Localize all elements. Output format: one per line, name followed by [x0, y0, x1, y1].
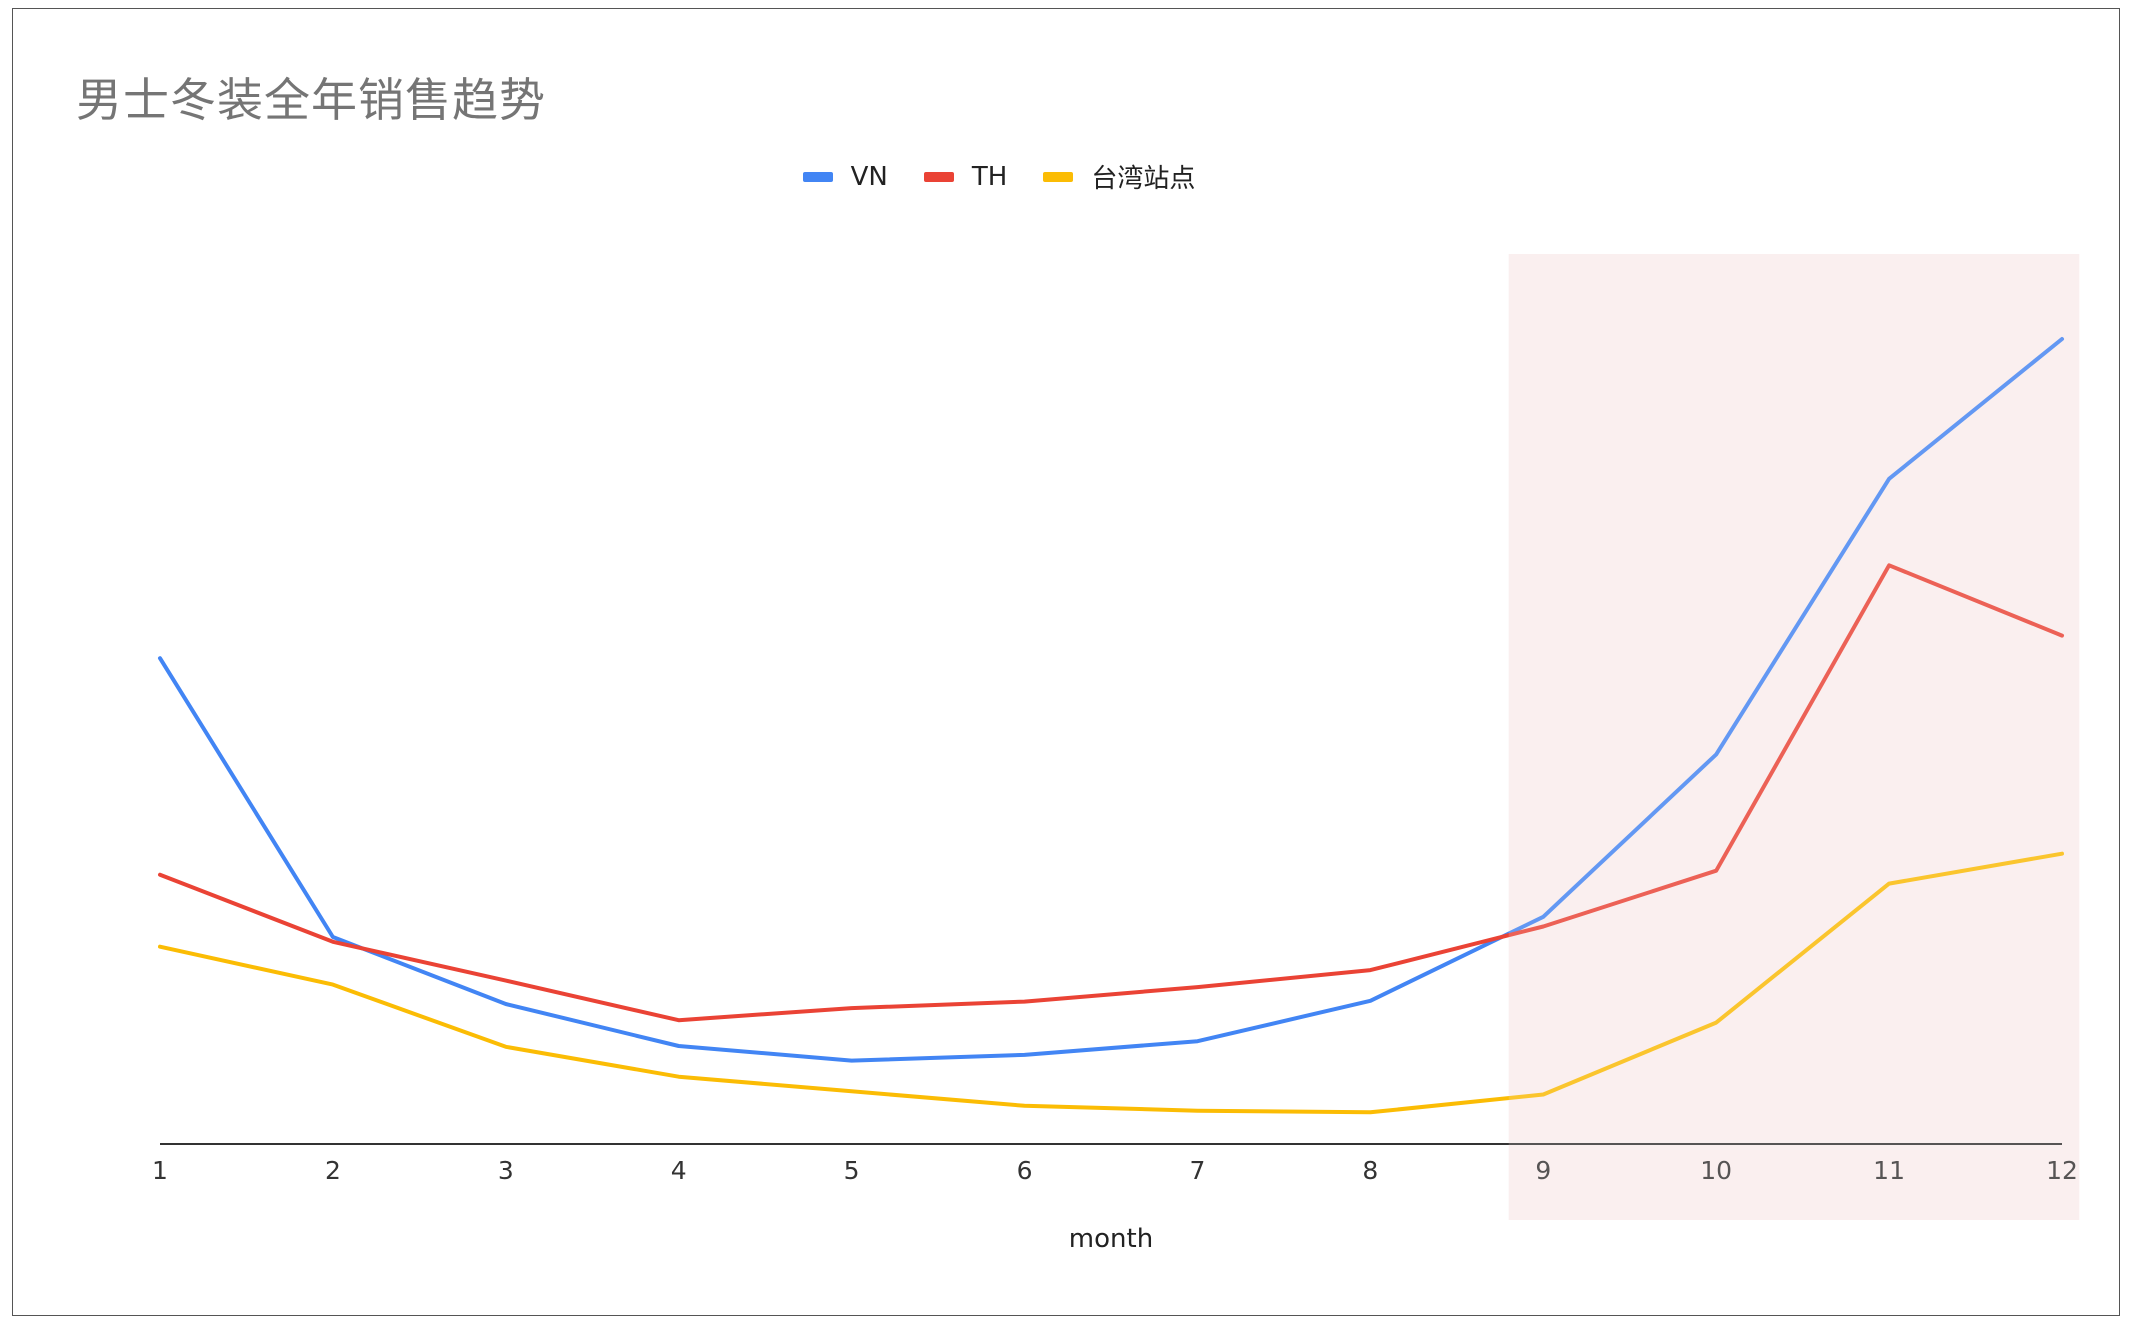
legend-label-th: TH	[971, 161, 1008, 192]
series-line-0	[158, 337, 2064, 1063]
chart-title: 男士冬装全年销售趋势	[76, 73, 546, 127]
legend-item-vn[interactable]: VN	[802, 158, 888, 195]
x-tick-label: 7	[1190, 1156, 1206, 1185]
legend-swatch-th	[923, 171, 954, 182]
series-line-2	[158, 851, 2064, 1115]
legend-label-tw: 台湾站点	[1091, 164, 1196, 194]
x-tick-label: 12	[2046, 1156, 2078, 1185]
x-tick-label: 11	[1873, 1156, 1905, 1185]
x-tick-label: 2	[325, 1156, 341, 1185]
legend-label-vn: VN	[850, 161, 888, 192]
legend-item-th[interactable]: TH	[923, 158, 1008, 195]
x-tick-label: 4	[671, 1156, 687, 1185]
legend: VN TH 台湾站点	[0, 158, 2065, 195]
x-tick-label: 10	[1700, 1156, 1732, 1185]
x-tick-label: 8	[1362, 1156, 1378, 1185]
legend-item-tw[interactable]: 台湾站点	[1043, 158, 1195, 195]
x-tick-label: 6	[1017, 1156, 1033, 1185]
x-tick-label: 3	[498, 1156, 514, 1185]
x-tick-label: 5	[844, 1156, 860, 1185]
x-tick-label: 9	[1535, 1156, 1551, 1185]
x-tick-label: 1	[152, 1156, 168, 1185]
x-axis-title: month	[1069, 1224, 1153, 1254]
highlight-overlay	[1508, 254, 2080, 1220]
legend-swatch-tw	[1043, 171, 1074, 182]
series-line-1	[158, 563, 2064, 1023]
legend-swatch-vn	[802, 171, 833, 182]
